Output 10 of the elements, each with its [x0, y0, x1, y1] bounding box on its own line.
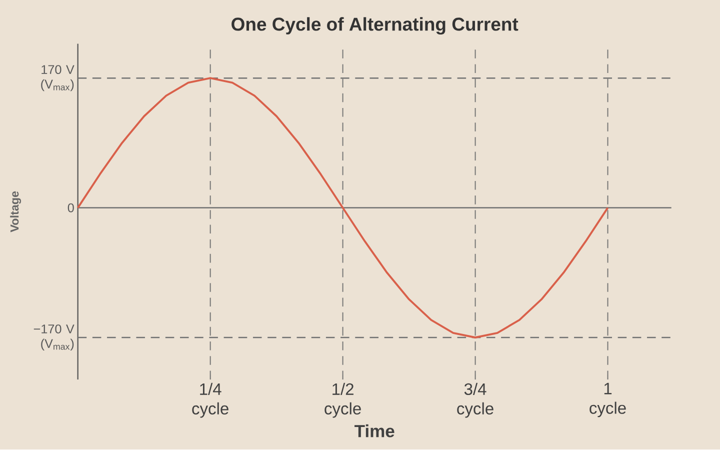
- x-tick-label: 3/4 cycle: [457, 383, 494, 418]
- chart-title: One Cycle of Alternating Current: [232, 17, 518, 35]
- x-tick-label: 1/4 cycle: [192, 383, 228, 418]
- y-tick-label: 170 V (V$_{max}$): [41, 65, 74, 92]
- y-axis-title: Voltage: [10, 192, 22, 232]
- x-axis-title: Time: [354, 424, 394, 438]
- y-tick-label: 0: [68, 204, 74, 213]
- x-tick-label: 1 cycle: [590, 383, 626, 418]
- y-tick-label: −170 V (V$_{max}$): [34, 324, 74, 351]
- x-tick-label: 1/2 cycle: [324, 383, 361, 418]
